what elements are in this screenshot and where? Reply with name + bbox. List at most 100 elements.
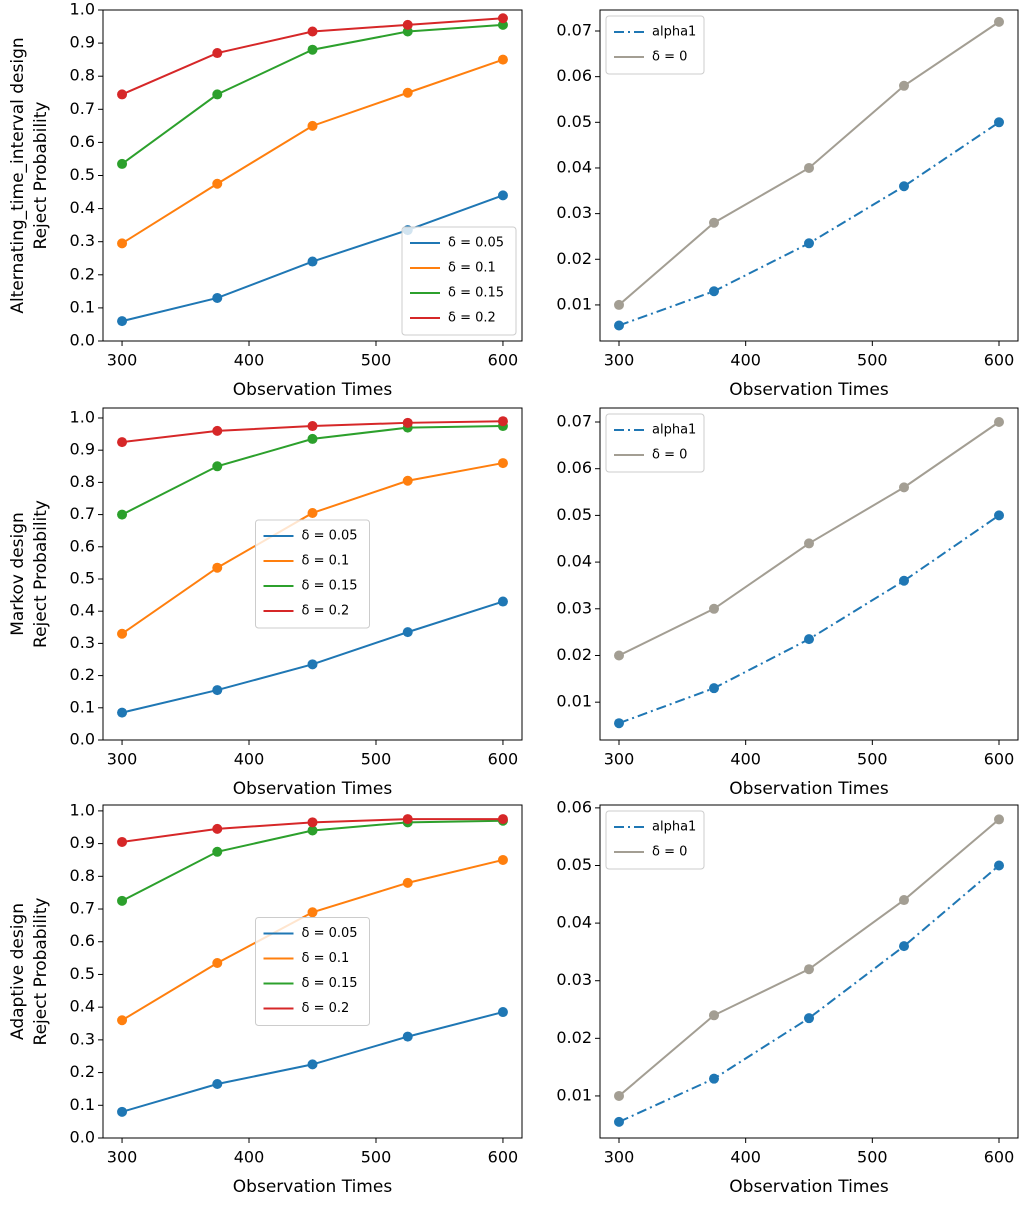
y-axis-label: Reject Probability xyxy=(31,898,51,1046)
legend-label: δ = 0.1 xyxy=(448,261,496,276)
data-point xyxy=(614,1090,624,1101)
y-tick-label: 0.06 xyxy=(556,458,592,477)
y-tick-label: 1.0 xyxy=(70,800,95,819)
data-point xyxy=(614,718,624,729)
data-point xyxy=(402,475,413,486)
legend-label: alpha1 xyxy=(652,25,696,40)
y-tick-label: 0.02 xyxy=(556,645,592,664)
data-point xyxy=(117,1106,128,1117)
data-point xyxy=(212,425,223,436)
x-tick-label: 600 xyxy=(488,351,519,370)
x-tick-label: 500 xyxy=(857,1148,888,1167)
x-tick-label: 300 xyxy=(107,351,138,370)
data-point xyxy=(497,416,508,427)
y-tick-label: 0.02 xyxy=(556,249,592,268)
data-point xyxy=(497,814,508,825)
data-point xyxy=(117,509,128,520)
y-tick-label: 0.5 xyxy=(70,165,95,184)
data-point xyxy=(994,814,1004,825)
legend: δ = 0.05 δ = 0.1 δ = 0.15 δ = 0.2 xyxy=(255,917,370,1026)
data-point xyxy=(804,238,814,249)
legend-label: δ = 0.15 xyxy=(302,976,358,991)
data-point xyxy=(307,256,318,267)
axes-frame xyxy=(599,9,1019,342)
data-point xyxy=(307,433,318,444)
legend-label: alpha1 xyxy=(652,820,696,835)
y-tick-label: 0.3 xyxy=(70,1029,95,1048)
data-point xyxy=(899,941,909,952)
y-tick-label: 0.4 xyxy=(70,601,95,620)
data-point xyxy=(994,417,1004,428)
data-point xyxy=(117,1015,128,1026)
y-tick-label: 0.04 xyxy=(556,913,592,932)
y-axis-label: Reject Probability xyxy=(31,102,51,250)
y-tick-label: 0.1 xyxy=(70,697,95,716)
y-tick-label: 0.2 xyxy=(70,665,95,684)
data-point xyxy=(709,603,719,614)
axes-frame xyxy=(599,407,1019,741)
y-tick-label: 1.0 xyxy=(70,0,95,19)
data-point xyxy=(307,507,318,518)
legend-label: δ = 0.05 xyxy=(302,529,358,544)
legend-box xyxy=(401,226,517,336)
x-tick-label: 500 xyxy=(857,351,888,370)
x-tick-label: 600 xyxy=(488,1148,519,1167)
y-tick-label: 0.07 xyxy=(556,21,592,40)
legend-label: δ = 0.15 xyxy=(448,286,504,301)
y-tick-label: 0.4 xyxy=(70,997,95,1016)
data-point xyxy=(117,707,128,718)
legend: δ = 0.05 δ = 0.1 δ = 0.15 δ = 0.2 xyxy=(401,226,517,336)
y-tick-label: 0.7 xyxy=(70,504,95,523)
y-tick-label: 0.01 xyxy=(556,294,592,313)
data-point xyxy=(497,190,508,201)
data-point xyxy=(117,895,128,906)
legend-label: δ = 0.1 xyxy=(302,951,350,966)
y-tick-label: 0.07 xyxy=(556,412,592,431)
y-tick-label: 0.8 xyxy=(70,472,95,491)
data-point xyxy=(899,482,909,493)
x-axis-label: Observation Times xyxy=(729,779,889,799)
axes-frame xyxy=(102,804,523,1139)
legend-box xyxy=(605,810,705,870)
data-point xyxy=(307,817,318,828)
y-tick-label: 0.05 xyxy=(556,855,592,874)
y-tick-label: 0.3 xyxy=(70,231,95,250)
legend: alpha1 δ = 0 xyxy=(605,15,705,75)
data-point xyxy=(402,417,413,428)
x-tick-label: 500 xyxy=(857,750,888,769)
data-point xyxy=(307,825,318,836)
data-point xyxy=(994,117,1004,128)
x-tick-label: 300 xyxy=(604,1148,635,1167)
y-tick-label: 0.6 xyxy=(70,132,95,151)
data-point xyxy=(212,1079,223,1090)
data-point xyxy=(307,1059,318,1070)
y-tick-label: 0.5 xyxy=(70,964,95,983)
legend: alpha1 δ = 0 xyxy=(605,810,705,870)
data-point xyxy=(307,44,318,55)
y-tick-label: 0.4 xyxy=(70,198,95,217)
data-point xyxy=(212,957,223,968)
x-tick-label: 600 xyxy=(984,1148,1015,1167)
y-tick-label: 0.9 xyxy=(70,33,95,52)
x-tick-label: 600 xyxy=(984,750,1015,769)
y-tick-label: 0.05 xyxy=(556,505,592,524)
x-tick-label: 300 xyxy=(107,1148,138,1167)
data-point xyxy=(497,54,508,65)
data-point xyxy=(117,158,128,169)
data-point xyxy=(117,316,128,327)
legend-label: δ = 0.2 xyxy=(448,311,496,326)
data-point xyxy=(307,907,318,918)
data-point xyxy=(402,877,413,888)
x-axis-label: Observation Times xyxy=(729,380,889,400)
axes-frame xyxy=(102,407,523,741)
subplot: 300 400 500 600 0.0 0.1 0.2 0.3 0.4 0.5 0.6 0.7 0.8 0… xyxy=(8,0,523,400)
legend-box xyxy=(255,917,370,1026)
data-point xyxy=(212,823,223,834)
axes-frame xyxy=(102,9,523,342)
data-point xyxy=(117,836,128,847)
x-axis-label: Observation Times xyxy=(233,380,393,400)
data-point xyxy=(709,286,719,297)
x-tick-label: 400 xyxy=(730,1148,761,1167)
